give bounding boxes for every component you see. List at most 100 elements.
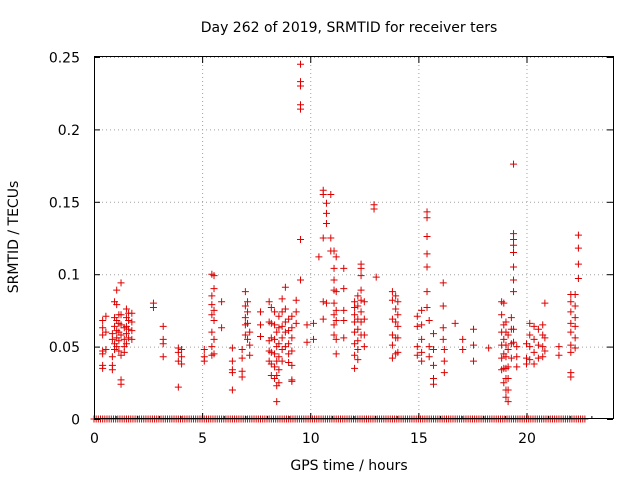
data-point [555,351,563,359]
data-point [99,331,107,339]
data-point [115,347,123,355]
data-point [330,264,338,272]
data-point [257,332,265,340]
data-point [208,301,216,309]
y-tick-label: 0.15 [49,195,80,211]
data-point [413,322,421,330]
data-point [297,105,305,113]
data-point [418,335,426,343]
data-point [200,345,208,353]
data-point [498,354,506,362]
data-point [315,253,323,261]
data-point [297,82,305,90]
data-point [504,345,512,353]
data-point [534,354,542,362]
data-point [526,331,534,339]
data-point [267,360,275,368]
data-point [500,299,508,307]
data-point [504,331,512,339]
data-point [394,348,402,356]
data-point [330,299,338,307]
data-point [510,241,518,249]
data-point [430,330,438,338]
data-point [208,292,216,300]
data-point [281,318,289,326]
data-point [228,344,236,352]
data-point [228,357,236,365]
data-point [319,234,327,242]
data-point [330,331,338,339]
data-point [102,345,110,353]
data-point [241,331,249,339]
x-tick-label: 5 [198,431,207,447]
data-point [244,308,252,316]
data-point [510,263,518,271]
data-point [425,353,433,361]
data-point [340,285,348,293]
data-point [430,380,438,388]
data-point [340,306,348,314]
data-point [485,344,493,352]
data-point [340,334,348,342]
data-point [159,322,167,330]
data-point [526,319,534,327]
data-point [149,304,157,312]
data-point [507,354,515,362]
data-point [332,350,340,358]
data-point [439,302,447,310]
data-point [567,308,575,316]
data-point [285,327,293,335]
data-point [534,341,542,349]
data-point [388,331,396,339]
data-point [278,357,286,365]
data-point [357,318,365,326]
data-point [246,341,254,349]
data-point [125,334,133,342]
data-point [394,322,402,330]
data-point [108,366,116,374]
data-point [117,279,125,287]
data-point [574,260,582,268]
data-point [351,340,359,348]
data-point [246,328,254,336]
data-point [388,315,396,323]
y-tick-label: 0 [71,413,80,429]
data-point [574,244,582,252]
data-point [99,317,107,325]
data-point [418,306,426,314]
data-point [257,308,265,316]
data-point [423,250,431,258]
data-point [504,363,512,371]
data-point [120,348,128,356]
data-point [418,348,426,356]
chart-title: Day 262 of 2019, SRMTID for receiver ter… [201,20,498,36]
data-point [288,377,296,385]
data-point [275,379,283,387]
data-point [470,341,478,349]
data-point [423,304,431,312]
data-point [523,360,530,368]
data-point [288,324,296,332]
data-point [541,347,549,355]
data-point [354,315,362,323]
data-point [571,322,579,330]
data-point [210,306,218,314]
data-point [425,317,433,325]
data-point [541,299,549,307]
data-point [502,393,510,401]
data-point [571,344,579,352]
data-point [430,345,438,353]
data-point [238,373,246,381]
data-point [303,321,311,329]
data-point [238,345,246,353]
data-point [440,369,448,377]
data-point [567,328,575,336]
data-point [99,364,107,372]
data-point [510,276,518,284]
data-point [351,328,359,336]
data-point [526,343,534,351]
data-point [567,373,575,381]
data-point [539,321,547,329]
data-point [354,356,362,364]
